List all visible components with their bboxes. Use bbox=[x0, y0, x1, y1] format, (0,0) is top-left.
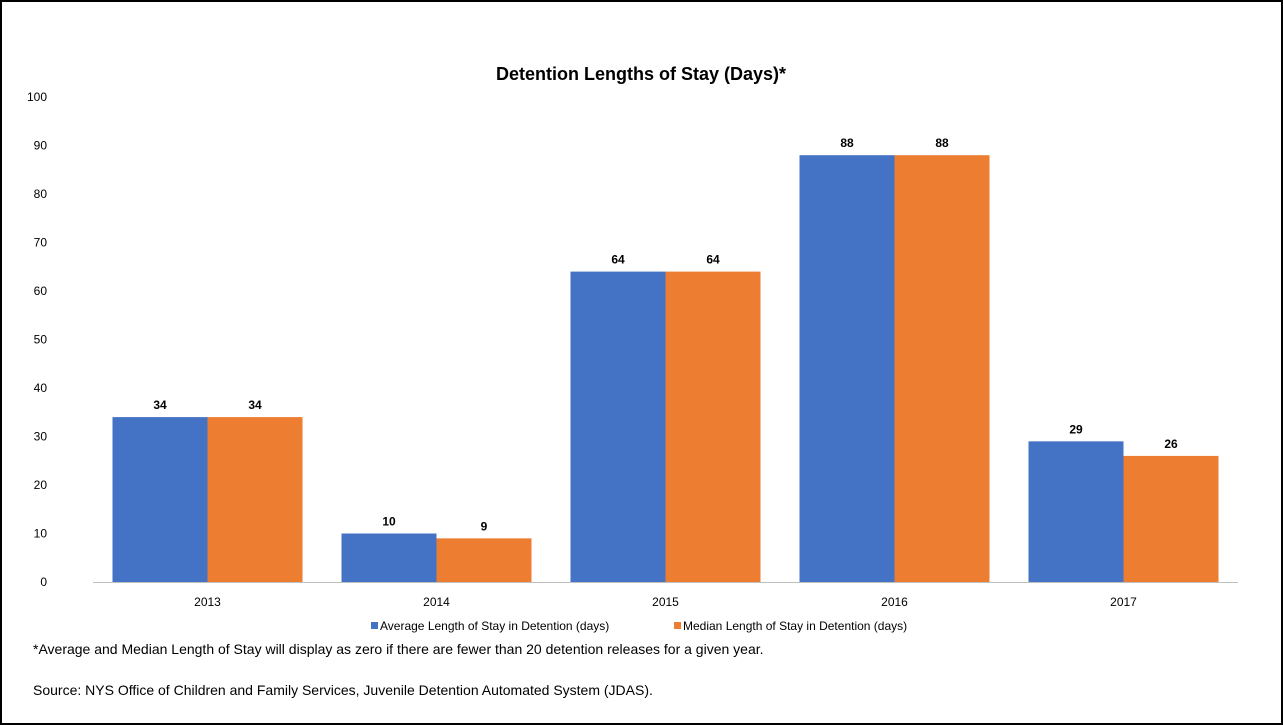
y-tick-label: 60 bbox=[34, 284, 48, 298]
data-label: 34 bbox=[248, 398, 262, 412]
bar-2017-average bbox=[1028, 441, 1124, 582]
x-axis-ticks: 2013 2014 2015 2016 2017 bbox=[194, 595, 1137, 609]
y-tick-label: 50 bbox=[34, 333, 48, 347]
data-label: 29 bbox=[1069, 422, 1083, 436]
data-label: 34 bbox=[153, 398, 167, 412]
bar-2013-average bbox=[112, 417, 208, 582]
y-tick-label: 90 bbox=[34, 139, 48, 153]
bar-2017-median bbox=[1123, 455, 1219, 582]
bar-2015-median bbox=[665, 271, 761, 582]
data-label: 26 bbox=[1164, 437, 1178, 451]
bar-2016-average bbox=[799, 155, 895, 582]
bars bbox=[112, 155, 1219, 582]
bar-2013-median bbox=[207, 417, 303, 582]
y-tick-label: 70 bbox=[34, 236, 48, 250]
legend-swatch bbox=[674, 622, 681, 629]
y-tick-label: 10 bbox=[34, 527, 48, 541]
bar-2014-average bbox=[341, 533, 437, 582]
y-axis-ticks: 0 10 20 30 40 50 60 70 80 90 100 bbox=[27, 90, 47, 589]
footnote: *Average and Median Length of Stay will … bbox=[33, 641, 764, 657]
legend-label: Median Length of Stay in Detention (days… bbox=[683, 619, 907, 633]
x-tick-label: 2014 bbox=[423, 595, 450, 609]
y-tick-label: 20 bbox=[34, 478, 48, 492]
x-tick-label: 2013 bbox=[194, 595, 221, 609]
y-tick-label: 40 bbox=[34, 381, 48, 395]
chart-title: Detention Lengths of Stay (Days)* bbox=[496, 64, 786, 84]
legend: Average Length of Stay in Detention (day… bbox=[371, 619, 907, 633]
bar-2015-average bbox=[570, 271, 666, 582]
x-tick-label: 2016 bbox=[881, 595, 908, 609]
data-label: 64 bbox=[706, 253, 720, 267]
legend-swatch bbox=[371, 622, 378, 629]
data-labels: 34 34 10 9 64 64 88 88 29 26 bbox=[153, 136, 1178, 533]
data-label: 88 bbox=[840, 136, 854, 150]
x-tick-label: 2015 bbox=[652, 595, 679, 609]
y-tick-label: 100 bbox=[27, 90, 47, 104]
data-label: 88 bbox=[935, 136, 949, 150]
x-tick-label: 2017 bbox=[1110, 595, 1137, 609]
y-tick-label: 30 bbox=[34, 430, 48, 444]
y-tick-label: 80 bbox=[34, 187, 48, 201]
data-label: 10 bbox=[382, 515, 396, 529]
y-tick-label: 0 bbox=[40, 575, 47, 589]
source-note: Source: NYS Office of Children and Famil… bbox=[33, 682, 653, 698]
data-label: 9 bbox=[481, 519, 488, 533]
bar-2016-median bbox=[894, 155, 990, 582]
data-label: 64 bbox=[611, 253, 625, 267]
bar-2014-median bbox=[436, 538, 532, 582]
legend-label: Average Length of Stay in Detention (day… bbox=[380, 619, 609, 633]
